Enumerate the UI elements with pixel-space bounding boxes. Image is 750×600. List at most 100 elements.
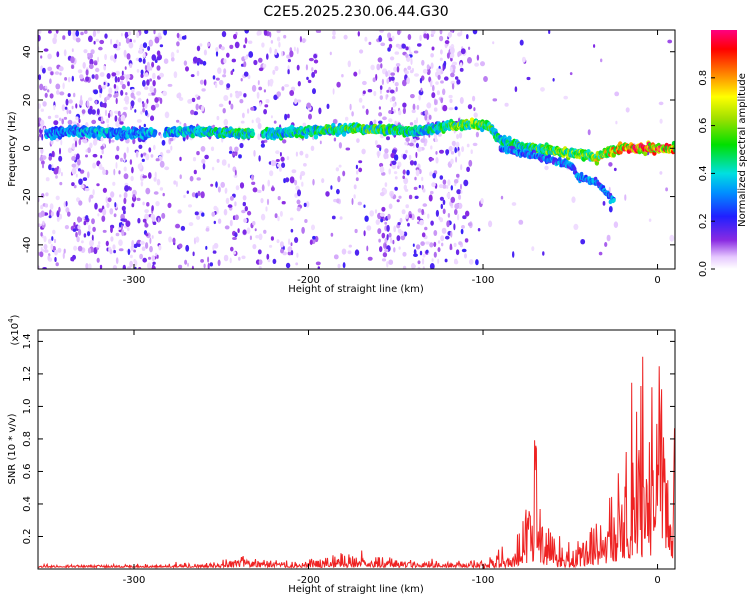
- spectrogram-cell: [38, 30, 42, 34]
- spectrogram-cell: [455, 76, 459, 80]
- spectrogram-cell: [145, 187, 151, 195]
- spectrogram-cell: [382, 252, 388, 258]
- spectrogram-cell: [223, 58, 227, 64]
- spectrogram-cell: [261, 140, 265, 144]
- spectrogram-cell: [55, 262, 59, 267]
- spectrogram-cell: [238, 154, 242, 159]
- spectrogram-cell: [110, 226, 113, 233]
- spectrogram-cell: [98, 84, 102, 90]
- spectrogram-cell: [124, 66, 127, 70]
- spectrogram-cell: [473, 112, 478, 118]
- spectrogram-cell: [384, 221, 388, 225]
- spectrogram-cell: [424, 226, 428, 231]
- spectrogram-cell: [127, 227, 130, 232]
- spectrogram-cell: [364, 36, 368, 42]
- spectrogram-cell: [332, 88, 335, 95]
- spectrogram-cell: [124, 95, 130, 103]
- spectrogram-cell: [278, 166, 282, 172]
- spectrogram-cell: [254, 228, 257, 232]
- spectrogram-cell: [41, 193, 45, 198]
- spectrogram-cell: [158, 244, 162, 251]
- spectrogram-cell: [414, 176, 417, 181]
- spectrogram-cell: [159, 187, 164, 191]
- spectrogram-cell: [512, 251, 515, 258]
- spectrogram-cell: [120, 32, 123, 37]
- spectrogram-cell: [196, 177, 201, 181]
- spectrogram-cell: [200, 259, 205, 263]
- spectrogram-cell: [101, 149, 104, 155]
- spectrogram-cell: [354, 228, 358, 234]
- spectrogram-cell: [483, 76, 488, 82]
- spectrogram-cell: [405, 137, 410, 143]
- spectrogram-cell: [220, 46, 225, 51]
- spectrogram-cell: [394, 82, 399, 87]
- spectrogram-cell: [215, 77, 220, 81]
- spectrogram-cell: [243, 61, 247, 68]
- spectrogram-cell: [105, 240, 109, 247]
- spectrogram-cell: [330, 185, 333, 190]
- spectrogram-cell: [593, 44, 596, 48]
- spectrogram-cell: [179, 174, 182, 179]
- spectrogram-cell: [384, 182, 388, 187]
- spectrogram-cell: [77, 69, 83, 74]
- spectrogram-cell: [134, 260, 138, 267]
- spectrogram-cell: [385, 94, 388, 100]
- spectrogram-cell: [91, 218, 95, 225]
- spectrogram-cell: [414, 195, 419, 199]
- spectrogram-cell: [118, 239, 123, 246]
- spectrogram-y-label: Frequency (Hz): [7, 111, 18, 187]
- spectrogram-cell: [220, 181, 225, 188]
- spectrogram-cell: [250, 106, 255, 111]
- spectrogram-cell: [99, 92, 102, 98]
- spectrogram-cell: [164, 111, 170, 119]
- spectrogram-cell: [87, 224, 91, 231]
- spectrogram-cell: [251, 84, 257, 92]
- spectrogram-cell: [389, 56, 395, 61]
- spectrogram-cell: [386, 224, 390, 232]
- spectrogram-cell: [624, 194, 627, 201]
- spectrogram-cell: [444, 76, 449, 81]
- spectrogram-cell: [223, 254, 229, 262]
- spectrogram-cell: [139, 240, 145, 245]
- spectrogram-cell: [194, 211, 199, 216]
- spectrogram-cell: [381, 258, 387, 262]
- spectrogram-cell: [277, 216, 280, 222]
- y-tick-label: 0.2: [22, 529, 33, 545]
- spectrogram-cell: [87, 247, 92, 254]
- spectrogram-cell: [214, 82, 218, 88]
- spectrogram-cell: [312, 178, 315, 186]
- spectrogram-cell: [457, 213, 460, 221]
- spectrogram-cell: [136, 69, 140, 73]
- spectrogram-cell: [79, 169, 85, 174]
- spectrogram-cell: [151, 255, 155, 261]
- spectrogram-cell: [187, 99, 193, 104]
- spectrogram-cell: [127, 81, 130, 87]
- spectrogram-cell: [157, 217, 160, 223]
- spectrogram-cell: [378, 35, 383, 42]
- spectrogram-cell: [446, 52, 450, 59]
- spectrogram-cell: [310, 145, 315, 151]
- spectrogram-cell: [154, 171, 157, 178]
- spectrogram-cell: [270, 159, 276, 167]
- spectrogram-cell: [318, 107, 322, 115]
- spectrogram-cell: [266, 198, 270, 206]
- spectrogram-cell: [386, 136, 390, 141]
- spectrogram-cell: [443, 60, 447, 67]
- spectrogram-cell: [394, 186, 398, 191]
- spectrogram-cell: [441, 242, 444, 247]
- spectrogram-cell: [49, 78, 52, 84]
- spectrogram-cell: [147, 262, 152, 269]
- spectrogram-cell: [203, 49, 207, 56]
- spectrogram-cell: [156, 56, 161, 61]
- spectrogram-cell: [251, 181, 256, 185]
- spectrogram-cell: [504, 102, 509, 107]
- spectrogram-cell: [260, 198, 264, 204]
- spectrogram-cell: [75, 116, 79, 121]
- colorbar-tick-label: 0.4: [698, 165, 709, 181]
- spectrogram-cell: [408, 46, 411, 51]
- spectrogram-cell: [439, 30, 443, 35]
- spectrogram-cell: [119, 75, 125, 81]
- spectrogram-cell: [363, 230, 366, 237]
- spectrogram-cell: [229, 219, 233, 227]
- spectrogram-cell: [39, 156, 44, 162]
